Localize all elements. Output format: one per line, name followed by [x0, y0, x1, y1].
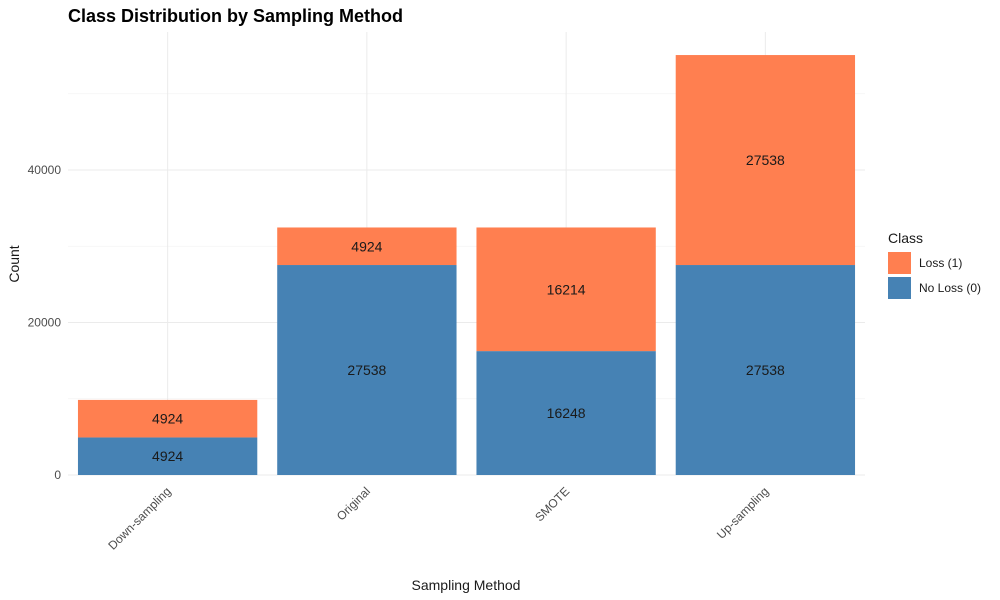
- bar-value-label: 27538: [746, 362, 785, 378]
- x-tick-label: Up-sampling: [714, 484, 772, 542]
- legend-title: Class: [888, 230, 923, 246]
- x-tick-label: Down-sampling: [105, 484, 173, 552]
- bar-value-label: 27538: [746, 152, 785, 168]
- x-tick-label: Original: [334, 484, 373, 523]
- y-tick-label: 0: [54, 468, 61, 482]
- y-tick-label: 20000: [28, 316, 62, 330]
- legend-swatch: [888, 277, 911, 299]
- bar-no-loss: [77, 437, 258, 475]
- chart-title: Class Distribution by Sampling Method: [68, 6, 403, 26]
- bar-loss: [675, 55, 856, 266]
- y-axis-ticks: 0 20000 40000: [28, 163, 62, 482]
- bar-value-label: 27538: [347, 362, 386, 378]
- bar-no-loss: [277, 265, 457, 475]
- bar-no-loss: [675, 265, 856, 475]
- bar-no-loss: [476, 351, 656, 475]
- bar-loss: [277, 227, 457, 266]
- legend-label: Loss (1): [919, 256, 962, 270]
- legend-label: No Loss (0): [919, 281, 981, 295]
- legend-swatch: [888, 252, 911, 274]
- x-axis-ticks: Down-sampling Original SMOTE Up-sampling: [105, 484, 771, 552]
- x-axis-title: Sampling Method: [412, 577, 521, 593]
- bar-value-label: 4924: [351, 238, 382, 254]
- bar-value-label: 16248: [547, 405, 586, 421]
- x-tick-label: SMOTE: [532, 484, 572, 524]
- y-axis-title: Count: [6, 245, 22, 282]
- y-tick-label: 40000: [28, 163, 62, 177]
- legend: Class Loss (1) No Loss (0): [888, 230, 981, 299]
- bars: [77, 55, 856, 475]
- bar-loss: [77, 399, 258, 438]
- bar-value-label: 4924: [152, 411, 183, 427]
- bar-labels: 4924 4924 27538 4924 16248 16214 27538 27538: [152, 152, 785, 464]
- bar-loss: [476, 227, 656, 352]
- bar-value-label: 16214: [547, 281, 586, 297]
- bar-value-label: 4924: [152, 448, 183, 464]
